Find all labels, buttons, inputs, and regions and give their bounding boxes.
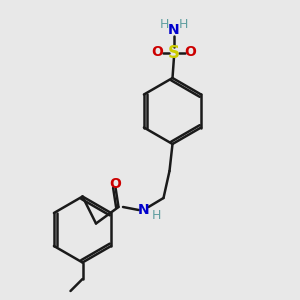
Text: S: S: [168, 44, 180, 62]
Text: H: H: [160, 18, 169, 32]
Text: O: O: [152, 46, 164, 59]
Text: N: N: [168, 23, 180, 37]
Text: H: H: [179, 18, 188, 32]
Text: O: O: [184, 46, 196, 59]
Text: N: N: [138, 203, 150, 217]
Text: O: O: [110, 178, 122, 191]
Text: H: H: [151, 209, 161, 222]
